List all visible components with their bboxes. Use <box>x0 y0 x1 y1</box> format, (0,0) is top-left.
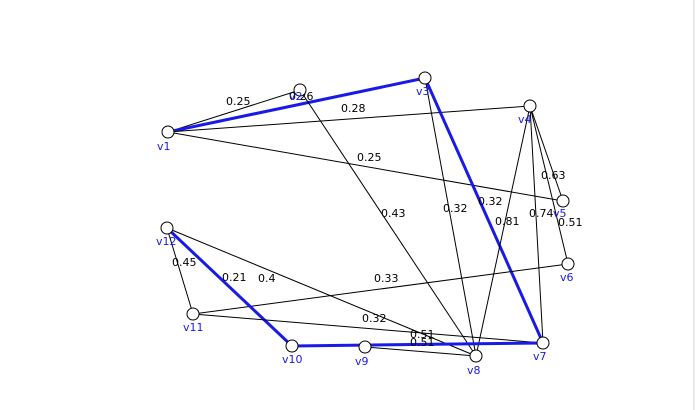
edge-weight-v4-v5: 0.63 <box>541 169 566 182</box>
edge-v6-v11[interactable] <box>192 263 569 315</box>
edge-weight-v3-v8: 0.32 <box>443 202 468 215</box>
edge-weight-v12-v11: 0.45 <box>172 256 197 269</box>
edge-weight-v1-v4: 0.28 <box>341 102 366 115</box>
edge-weight-v12-v8: 0.4 <box>258 272 276 285</box>
edges-layer <box>165 76 569 357</box>
vertex-v7[interactable] <box>536 336 550 350</box>
vertex-label-v6: v6 <box>560 271 574 284</box>
vertex-label-v2: v2 <box>289 90 303 103</box>
edge-v12-v10[interactable] <box>165 226 294 348</box>
edge-v1-v5[interactable] <box>167 131 564 202</box>
edge-v10-v7[interactable] <box>291 341 544 348</box>
vertex-label-v9: v9 <box>355 355 369 368</box>
vertex-label-v7: v7 <box>533 350 547 363</box>
edge-v2-v8[interactable] <box>299 89 477 357</box>
edge-weight-v12-v10: 0.21 <box>222 271 247 284</box>
edge-v12-v8[interactable] <box>166 227 477 357</box>
vertex-v1[interactable] <box>161 125 175 139</box>
edge-weight-v11-v7: 0.32 <box>362 312 387 325</box>
edge-v4-v6[interactable] <box>529 105 569 265</box>
nodes-layer <box>160 71 575 363</box>
edge-v12-v11[interactable] <box>166 227 194 315</box>
vertex-label-v5: v5 <box>553 207 567 220</box>
vertex-label-v12: v12 <box>156 235 177 248</box>
weights-layer: 0.25 0.260.280.250.43 0.320.320.810.740.63… <box>172 90 583 349</box>
vertex-v9[interactable] <box>358 340 372 354</box>
vertex-v4[interactable] <box>523 99 537 113</box>
edge-weight-v10-v7: 0.51 <box>410 328 435 341</box>
edge-v3-v8[interactable] <box>424 77 477 357</box>
vertex-v6[interactable] <box>561 257 575 271</box>
edge-weight-v3-v7: 0.32 <box>478 195 503 208</box>
edge-weight-v2-v8: 0.43 <box>381 207 406 220</box>
vertex-label-v4: v4 <box>518 113 532 126</box>
edge-v3-v7[interactable] <box>423 77 545 344</box>
edge-v9-v8[interactable] <box>364 346 477 357</box>
edge-weight-v4-v7: 0.74 <box>529 207 554 220</box>
edge-v1-v4[interactable] <box>167 105 531 133</box>
edge-weight-v6-v11: 0.33 <box>374 272 399 285</box>
vertex-v11[interactable] <box>186 307 200 321</box>
vertex-v12[interactable] <box>160 221 174 235</box>
edge-weight-v4-v6: 0.51 <box>558 216 583 229</box>
edge-v4-v8[interactable] <box>475 105 531 357</box>
vertex-v3[interactable] <box>418 71 432 85</box>
vertex-v2[interactable] <box>293 83 307 97</box>
edge-v11-v7[interactable] <box>192 313 544 344</box>
edge-weight-v1-v2: 0.25 <box>226 95 251 108</box>
vertex-v8[interactable] <box>469 349 483 363</box>
edge-weight-v4-v8: 0.81 <box>495 215 520 228</box>
vertex-labels-layer: v1 v2 v3 v4 v5 v6 v7 v8 v9 v10 v11 v12 <box>156 85 574 377</box>
vertex-label-v3: v3 <box>416 85 430 98</box>
edge-weight-v9-v8: 0.51 <box>410 336 435 349</box>
vertex-label-v11: v11 <box>183 321 204 334</box>
window-right-border <box>693 0 695 410</box>
edge-weight-v1-v5: 0.25 <box>357 151 382 164</box>
vertex-label-v10: v10 <box>282 353 303 366</box>
vertex-v5[interactable] <box>556 194 570 208</box>
edge-v1-v2[interactable] <box>167 89 301 133</box>
edge-v1-v3[interactable] <box>167 76 426 134</box>
edge-v4-v5[interactable] <box>529 105 564 202</box>
edge-v4-v7[interactable] <box>529 105 544 344</box>
vertex-label-v8: v8 <box>467 364 481 377</box>
vertex-label-v1: v1 <box>157 140 171 153</box>
vertex-v10[interactable] <box>285 339 299 353</box>
